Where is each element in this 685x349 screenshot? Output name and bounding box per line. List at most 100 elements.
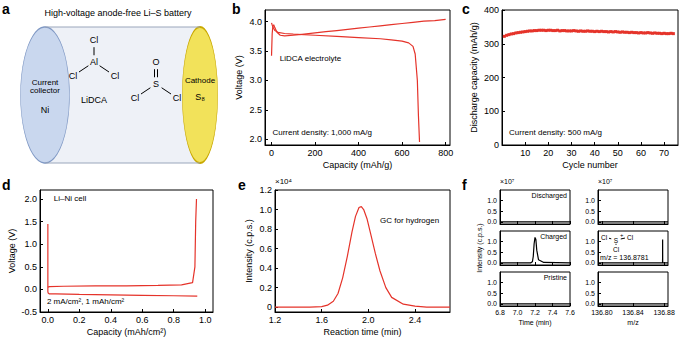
svg-text:0: 0 — [494, 140, 499, 150]
svg-text:3.5: 3.5 — [249, 46, 262, 56]
svg-text:S₈: S₈ — [195, 92, 205, 102]
svg-text:30: 30 — [566, 148, 576, 158]
svg-text:Cl: Cl — [69, 71, 78, 81]
svg-text:2.0: 2.0 — [249, 134, 262, 144]
svg-text:a: a — [2, 1, 10, 17]
svg-text:Intensity (c.p.s.): Intensity (c.p.s.) — [476, 223, 484, 272]
svg-text:2.0: 2.0 — [362, 315, 375, 325]
svg-text:0.0: 0.0 — [487, 218, 497, 225]
svg-text:0.4: 0.4 — [105, 315, 118, 325]
svg-text:800: 800 — [438, 148, 453, 158]
svg-text:LiDCA electrolyte: LiDCA electrolyte — [280, 54, 342, 63]
svg-text:0: 0 — [269, 148, 274, 158]
svg-text:1.0: 1.0 — [585, 238, 595, 245]
svg-text:0.0: 0.0 — [487, 300, 497, 307]
svg-text:e: e — [238, 177, 246, 193]
svg-text:0.6: 0.6 — [259, 244, 272, 254]
svg-text:1.0: 1.0 — [199, 315, 212, 325]
svg-text:100: 100 — [484, 106, 499, 116]
svg-text:Li–Ni cell: Li–Ni cell — [54, 194, 87, 203]
svg-text:×10⁴: ×10⁴ — [275, 177, 293, 186]
svg-text:Cl: Cl — [111, 71, 120, 81]
svg-text:Reaction time (min): Reaction time (min) — [323, 327, 401, 337]
svg-text:7.4: 7.4 — [548, 309, 558, 316]
svg-text:1.0: 1.0 — [487, 238, 497, 245]
svg-text:b: b — [232, 1, 241, 17]
svg-text:Cycle number: Cycle number — [562, 160, 618, 170]
svg-text:Cl: Cl — [627, 234, 634, 241]
svg-text:0.8: 0.8 — [259, 224, 272, 234]
svg-text:Voltage (V): Voltage (V) — [234, 55, 244, 100]
svg-text:0: 0 — [267, 302, 272, 312]
svg-text:Time (min): Time (min) — [518, 319, 551, 327]
svg-text:-0.5: -0.5 — [21, 307, 37, 317]
svg-text:4.0: 4.0 — [249, 17, 262, 27]
svg-text:50: 50 — [613, 148, 623, 158]
svg-text:400: 400 — [484, 5, 499, 15]
svg-text:1.2: 1.2 — [259, 185, 272, 195]
svg-text:GC for hydrogen: GC for hydrogen — [380, 216, 439, 225]
svg-text:×10⁷: ×10⁷ — [500, 178, 515, 185]
svg-text:0.5: 0.5 — [24, 262, 37, 272]
svg-text:Ni: Ni — [41, 105, 50, 115]
svg-text:0.5: 0.5 — [585, 290, 595, 297]
svg-text:S: S — [614, 237, 619, 244]
svg-text:×10⁷: ×10⁷ — [598, 178, 613, 185]
svg-text:1.5: 1.5 — [24, 217, 37, 227]
svg-text:0.2: 0.2 — [259, 283, 272, 293]
svg-text:collector: collector — [30, 86, 60, 95]
svg-text:+: + — [620, 232, 624, 238]
svg-text:200: 200 — [484, 73, 499, 83]
svg-text:2.0: 2.0 — [24, 194, 37, 204]
svg-text:1.0: 1.0 — [487, 197, 497, 204]
svg-text:LiDCA: LiDCA — [81, 95, 107, 105]
svg-text:Cl: Cl — [173, 93, 182, 103]
svg-text:d: d — [2, 177, 11, 193]
svg-text:2 mA/cm², 1 mAh/cm²: 2 mA/cm², 1 mAh/cm² — [47, 297, 125, 306]
svg-text:0.4: 0.4 — [259, 263, 272, 273]
svg-text:0.0: 0.0 — [24, 284, 37, 294]
svg-text:7.2: 7.2 — [530, 309, 540, 316]
svg-text:Intensity (c.p.s.): Intensity (c.p.s.) — [244, 219, 254, 283]
svg-text:Charged: Charged — [540, 233, 567, 241]
svg-text:m/z: m/z — [627, 319, 639, 326]
svg-text:7.0: 7.0 — [513, 309, 523, 316]
svg-text:Al: Al — [90, 57, 98, 67]
svg-text:136.84: 136.84 — [622, 309, 644, 316]
svg-text:0.0: 0.0 — [585, 218, 595, 225]
svg-text:f: f — [462, 177, 467, 193]
svg-text:6.8: 6.8 — [495, 309, 505, 316]
svg-text:Pristine: Pristine — [544, 274, 567, 281]
svg-text:0.0: 0.0 — [487, 259, 497, 266]
svg-text:Cl: Cl — [601, 234, 608, 241]
svg-text:0.5: 0.5 — [487, 208, 497, 215]
svg-text:1.0: 1.0 — [24, 239, 37, 249]
svg-text:200: 200 — [308, 148, 323, 158]
svg-text:136.88: 136.88 — [653, 309, 675, 316]
svg-text:Capacity (mAh/cm²): Capacity (mAh/cm²) — [87, 327, 167, 337]
svg-text:0.5: 0.5 — [585, 208, 595, 215]
svg-text:Capacity (mAh/g): Capacity (mAh/g) — [323, 160, 393, 170]
svg-text:40: 40 — [590, 148, 600, 158]
svg-text:0.5: 0.5 — [487, 290, 497, 297]
svg-text:1.0: 1.0 — [585, 279, 595, 286]
svg-text:136.80: 136.80 — [591, 309, 613, 316]
svg-text:300: 300 — [484, 39, 499, 49]
svg-text:High-voltage anode-free Li–S b: High-voltage anode-free Li–S battery — [44, 8, 192, 18]
svg-text:1.2: 1.2 — [269, 315, 282, 325]
svg-text:2.4: 2.4 — [409, 315, 422, 325]
svg-text:c: c — [462, 1, 470, 17]
svg-text:0.6: 0.6 — [136, 315, 149, 325]
svg-text:0.0: 0.0 — [585, 300, 595, 307]
svg-text:7.6: 7.6 — [565, 309, 575, 316]
svg-text:Discharge capacity (mAh/g): Discharge capacity (mAh/g) — [469, 22, 479, 133]
svg-text:Cl: Cl — [131, 93, 140, 103]
svg-text:Current density: 500 mA/g: Current density: 500 mA/g — [509, 128, 602, 137]
svg-text:2.5: 2.5 — [249, 105, 262, 115]
svg-text:0.8: 0.8 — [167, 315, 180, 325]
svg-text:10: 10 — [520, 148, 530, 158]
svg-text:Cl: Cl — [613, 246, 620, 253]
svg-text:0.0: 0.0 — [42, 315, 55, 325]
svg-text:Current density: 1,000 mA/g: Current density: 1,000 mA/g — [272, 128, 372, 137]
svg-text:0.5: 0.5 — [585, 249, 595, 256]
